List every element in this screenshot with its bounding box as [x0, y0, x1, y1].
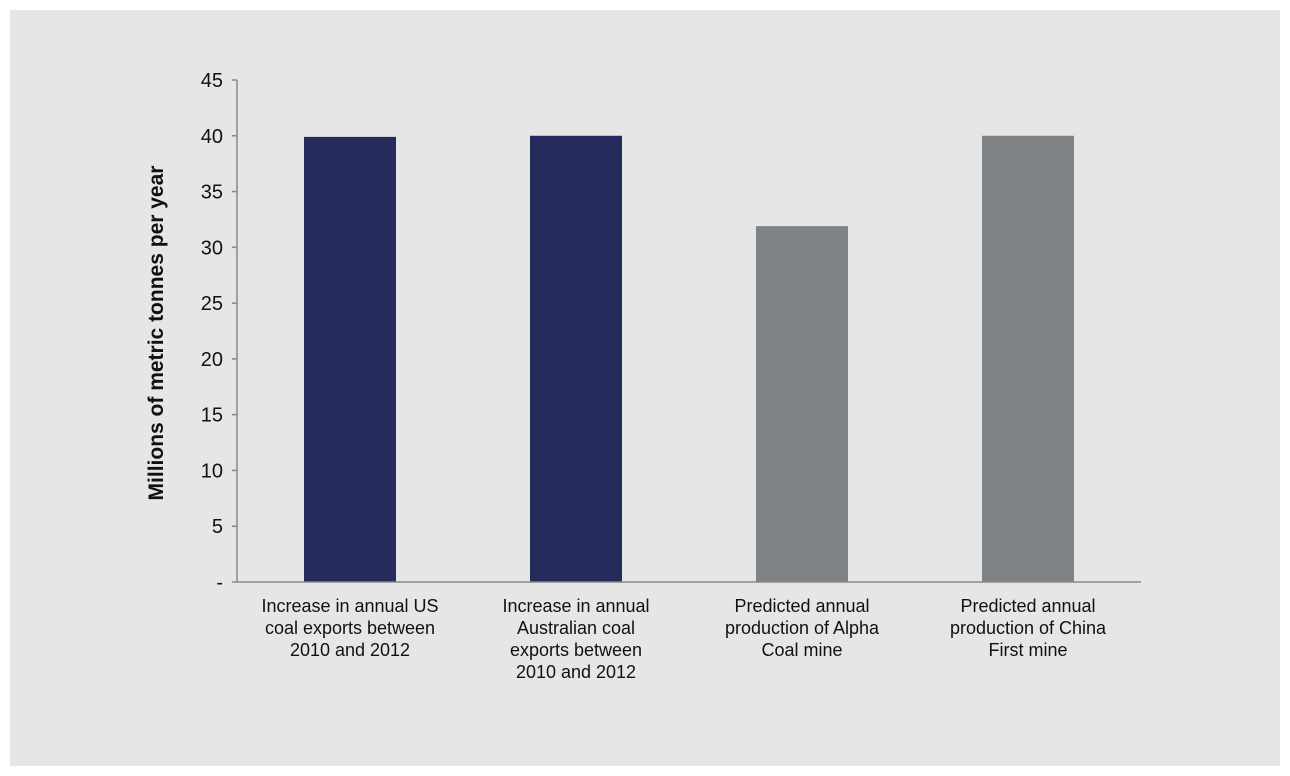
bar-1: [304, 136, 396, 583]
y-tick-label: 5: [212, 516, 223, 538]
x-category-label: Increase in annual US coal exports betwee…: [261, 596, 438, 660]
x-axis-labels: Increase in annual US coal exports betwee…: [261, 596, 1107, 682]
y-axis-title: Millions of metric tonnes per year: [145, 166, 168, 501]
x-category-label: Predicted annual production of China First…: [950, 596, 1107, 660]
y-tick-label: 15: [201, 405, 223, 427]
y-tick-label: 20: [201, 349, 223, 371]
y-tick-label: 25: [201, 293, 223, 315]
y-tick-label: -: [216, 572, 223, 594]
bars: [304, 135, 1074, 583]
y-tick-label: 40: [201, 126, 223, 148]
y-tick-label: 35: [201, 182, 223, 204]
y-axis-ticks: - 5 10 15 20 25 30 35 40 45: [201, 70, 237, 594]
bar-3: [756, 226, 848, 583]
y-tick-label: 30: [201, 237, 223, 259]
x-category-label: Predicted annual production of Alpha Coal …: [725, 596, 880, 660]
y-tick-label: 45: [201, 70, 223, 92]
y-tick-label: 10: [201, 460, 223, 482]
bar-2: [530, 135, 622, 582]
x-category-label: Increase in annual Australian coal exports…: [502, 596, 649, 682]
bar-4: [982, 135, 1074, 582]
